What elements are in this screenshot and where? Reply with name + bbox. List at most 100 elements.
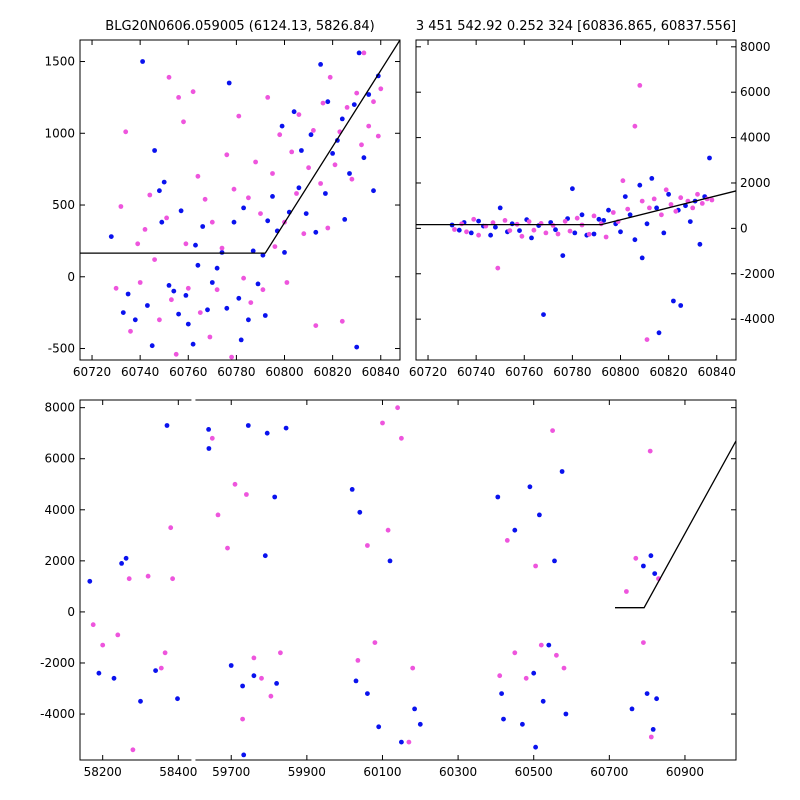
data-point-pink: [507, 228, 513, 234]
data-point-pink: [176, 95, 182, 100]
data-point-pink: [229, 354, 235, 360]
data-point-pink: [361, 50, 367, 56]
data-point-blue: [140, 59, 146, 64]
panel-zoom-left-frame: [79, 39, 401, 361]
data-point-pink: [523, 675, 529, 681]
data-point-blue: [499, 691, 504, 696]
data-point-blue: [161, 179, 167, 185]
x-tick-label: 60780: [553, 365, 591, 379]
panel-full-axes: 58200 58400 59700 59900 60100 60300 60500 60700…: [40, 400, 736, 779]
data-point-pink: [380, 420, 385, 426]
panel-full-model-line: [615, 440, 736, 609]
x-tick-label: 60780: [217, 365, 255, 379]
data-point-pink: [385, 527, 391, 533]
data-point-blue: [351, 102, 357, 107]
x-tick-label: 60760: [505, 365, 543, 379]
data-point-blue: [108, 234, 114, 240]
x-tick-label: 59700: [212, 765, 250, 779]
data-point-blue: [376, 724, 382, 730]
x-tick-label: 60820: [650, 365, 688, 379]
x-tick-label: 60900: [666, 765, 704, 779]
data-point-pink: [349, 176, 355, 182]
data-point-pink: [526, 219, 532, 225]
data-point-blue: [656, 330, 662, 336]
data-point-blue: [214, 265, 220, 271]
data-point-blue: [654, 205, 659, 211]
data-point-pink: [355, 658, 361, 663]
data-point-pink: [240, 716, 246, 722]
x-tick-label: 60840: [362, 365, 400, 379]
data-point-pink: [301, 231, 307, 237]
data-point-blue: [206, 446, 212, 451]
data-point-pink: [620, 178, 626, 184]
data-point-blue: [365, 691, 370, 696]
data-point-blue: [152, 148, 158, 153]
data-point-pink: [624, 589, 629, 594]
data-point-blue: [497, 205, 503, 211]
data-point-pink: [497, 673, 503, 679]
data-point-pink: [644, 337, 650, 342]
data-point-pink: [695, 191, 700, 197]
data-point-pink: [406, 739, 412, 745]
data-point-pink: [219, 245, 225, 251]
x-tick-label: 58200: [84, 765, 122, 779]
data-point-blue: [661, 230, 667, 236]
data-point-blue: [553, 227, 558, 233]
panel-zoom-left: BLG20N0606.059005 (6124.13, 5826.84) 607…: [44, 19, 401, 379]
data-point-blue: [622, 194, 628, 200]
data-point-pink: [632, 123, 638, 129]
data-point-blue: [260, 252, 266, 258]
data-point-pink: [561, 665, 567, 671]
data-point-pink: [533, 563, 538, 569]
data-point-pink: [555, 231, 561, 237]
data-point-blue: [501, 716, 506, 722]
data-point-blue: [313, 229, 319, 235]
data-point-blue: [468, 230, 474, 236]
data-point-pink: [375, 133, 381, 139]
data-point-blue: [596, 216, 602, 222]
data-point-blue: [330, 151, 335, 156]
data-point-pink: [325, 225, 331, 231]
data-point-pink: [567, 228, 573, 234]
panel-zoom-right-points: [449, 83, 715, 342]
data-point-blue: [618, 229, 623, 235]
y-tick-label: 1500: [44, 55, 75, 69]
data-point-pink: [225, 545, 230, 551]
data-point-pink: [365, 543, 370, 548]
data-point-blue: [417, 721, 423, 727]
data-point-pink: [268, 693, 274, 699]
data-point-blue: [296, 185, 302, 191]
x-tick-label: 60700: [590, 765, 628, 779]
data-point-blue: [650, 727, 656, 732]
y-tick-label: 500: [52, 198, 75, 212]
data-point-blue: [531, 670, 537, 676]
data-point-pink: [157, 317, 162, 323]
panel-zoom-right-model-line: [416, 190, 736, 226]
data-point-blue: [493, 224, 498, 230]
data-point-blue: [644, 691, 650, 696]
data-point-blue: [231, 219, 237, 225]
data-point-pink: [195, 173, 201, 179]
data-point-pink: [318, 181, 323, 186]
data-point-pink: [519, 233, 525, 239]
data-point-pink: [639, 198, 645, 204]
data-point-pink: [270, 171, 275, 176]
data-point-pink: [699, 201, 705, 206]
data-point-blue: [361, 155, 367, 161]
data-point-blue: [183, 293, 189, 298]
y-tick-label: -4000: [40, 707, 75, 721]
data-point-pink: [339, 318, 345, 324]
data-point-blue: [357, 509, 363, 515]
data-point-pink: [209, 435, 215, 441]
data-point-blue: [488, 232, 493, 238]
y-tick-label: 6000: [44, 452, 75, 466]
data-point-pink: [372, 640, 378, 645]
data-point-pink: [236, 113, 242, 119]
data-point-blue: [132, 317, 138, 323]
data-point-blue: [238, 337, 244, 343]
data-point-blue: [697, 241, 703, 247]
data-point-blue: [649, 176, 655, 181]
data-point-pink: [100, 642, 106, 648]
data-point-blue: [347, 171, 352, 176]
data-point-blue: [339, 116, 345, 122]
